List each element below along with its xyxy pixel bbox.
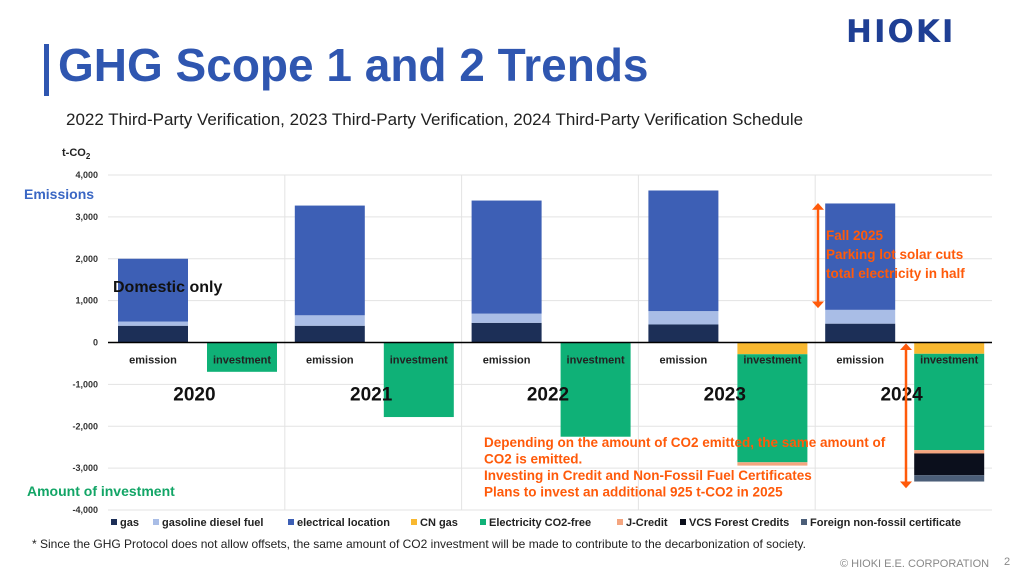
investment-note-line: Depending on the amount of CO2 emitted, … — [484, 435, 886, 450]
emission-label: emission — [306, 355, 354, 367]
year-label-2023: 2023 — [704, 385, 746, 406]
emission-bar-2021-gasoline-diesel-fuel — [294, 315, 365, 326]
y-tick-label: -1,000 — [72, 379, 98, 389]
legend-swatch — [617, 519, 623, 525]
year-label-2020: 2020 — [173, 385, 215, 406]
investment-label: investment — [920, 355, 978, 367]
y-tick-label: 4,000 — [75, 170, 98, 180]
fall-2025-note-line: total electricity in half — [826, 266, 965, 281]
emission-bar-2023-electrical-location — [648, 190, 719, 312]
emission-bar-2022-electrical-location — [471, 200, 542, 314]
hioki-logo: HIOKI — [846, 14, 956, 50]
investment-label: investment — [213, 355, 271, 367]
emission-bar-2024-gas — [825, 323, 896, 343]
investment-label: investment — [567, 355, 625, 367]
investment-bar-2024-electricity-co2-free — [914, 353, 985, 451]
legend-entry: CN gas — [420, 517, 458, 529]
emission-bar-2024-gasoline-diesel-fuel — [825, 309, 896, 324]
emission-bar-2020-electrical-location — [118, 258, 188, 322]
emission-bar-2020-gas — [118, 325, 188, 343]
legend-entry: Foreign non-fossil certificate — [810, 517, 961, 529]
investment-bar-2023-j-credit — [737, 462, 808, 466]
year-label-2024: 2024 — [880, 385, 923, 406]
investment-label: investment — [390, 355, 448, 367]
emission-bar-2021-gas — [294, 325, 365, 343]
y-axis-unit: t-CO2 — [62, 147, 91, 161]
legend-entry: J-Credit — [626, 517, 668, 529]
copyright: © HIOKI E.E. CORPORATION — [840, 558, 990, 570]
investment-label: investment — [743, 355, 801, 367]
emission-bar-2023-gas — [648, 324, 719, 343]
fall-2025-note-line: Fall 2025 — [826, 228, 884, 243]
investment-note-line: CO2 is emitted. — [484, 452, 582, 467]
legend-entry: electrical location — [297, 517, 390, 529]
y-tick-label: 2,000 — [75, 254, 98, 264]
emission-label: emission — [129, 355, 177, 367]
legend-swatch — [288, 519, 294, 525]
y-tick-label: 0 — [93, 338, 98, 348]
emission-bar-2024-electrical-location — [825, 203, 896, 310]
emission-label: emission — [483, 355, 531, 367]
legend-entry: gas — [120, 517, 139, 529]
y-tick-label: -4,000 — [72, 505, 98, 515]
investment-bar-2024-foreign-non-fossil-certificate — [914, 475, 985, 482]
investment-bar-2023-electricity-co2-free — [737, 354, 808, 463]
fall-2025-note-line: Parking lot solar cuts — [826, 247, 963, 262]
legend-entry: gasoline diesel fuel — [162, 517, 263, 529]
investment-bar-2024-vcs-forest-credits — [914, 453, 985, 476]
investment-side-label: Amount of investment — [27, 483, 175, 499]
year-label-2022: 2022 — [527, 385, 569, 406]
legend-swatch — [801, 519, 807, 525]
legend-entry: VCS Forest Credits — [689, 517, 789, 529]
legend-entry: Electricity CO2-free — [489, 517, 591, 529]
emissions-side-label: Emissions — [24, 186, 94, 202]
investment-note-line: Plans to invest an additional 925 t-CO2 … — [484, 485, 783, 500]
emission-bar-2020-gasoline-diesel-fuel — [118, 321, 188, 326]
emission-bar-2021-electrical-location — [294, 205, 365, 316]
y-tick-label: 1,000 — [75, 296, 98, 306]
title-accent-bar — [44, 44, 49, 96]
y-tick-label: -3,000 — [72, 463, 98, 473]
emission-bar-2022-gasoline-diesel-fuel — [471, 313, 542, 323]
investment-arrow-head-up — [900, 343, 912, 351]
emission-label: emission — [836, 355, 884, 367]
legend-swatch — [480, 519, 486, 525]
investment-bar-2022-electricity-co2-free — [560, 342, 631, 437]
fall-2025-arrow-head-down — [812, 301, 824, 309]
legend-swatch — [680, 519, 686, 525]
legend-swatch — [411, 519, 417, 525]
footnote: * Since the GHG Protocol does not allow … — [32, 537, 806, 551]
page-subtitle: 2022 Third-Party Verification, 2023 Thir… — [66, 110, 804, 129]
emission-bar-2022-gas — [471, 322, 542, 343]
investment-bar-2024-cn-gas — [914, 342, 985, 354]
y-tick-label: -2,000 — [72, 421, 98, 431]
emission-label: emission — [660, 355, 708, 367]
investment-bar-2020-electricity-co2-free — [207, 342, 277, 372]
domestic-only-note: Domestic only — [113, 279, 222, 296]
investment-bar-2021-electricity-co2-free — [383, 342, 454, 418]
investment-note-line: Investing in Credit and Non-Fossil Fuel … — [484, 468, 812, 483]
investment-bar-2024-j-credit — [914, 450, 985, 454]
page-number: 2 — [1004, 556, 1011, 568]
investment-arrow-head-down — [900, 481, 912, 489]
emission-bar-2023-gasoline-diesel-fuel — [648, 311, 719, 325]
legend-swatch — [153, 519, 159, 525]
y-tick-label: 3,000 — [75, 212, 98, 222]
legend-swatch — [111, 519, 117, 525]
investment-bar-2023-cn-gas — [737, 342, 808, 355]
year-label-2021: 2021 — [350, 385, 393, 406]
page-title: GHG Scope 1 and 2 Trends — [58, 39, 649, 91]
fall-2025-arrow-head-up — [812, 203, 824, 210]
